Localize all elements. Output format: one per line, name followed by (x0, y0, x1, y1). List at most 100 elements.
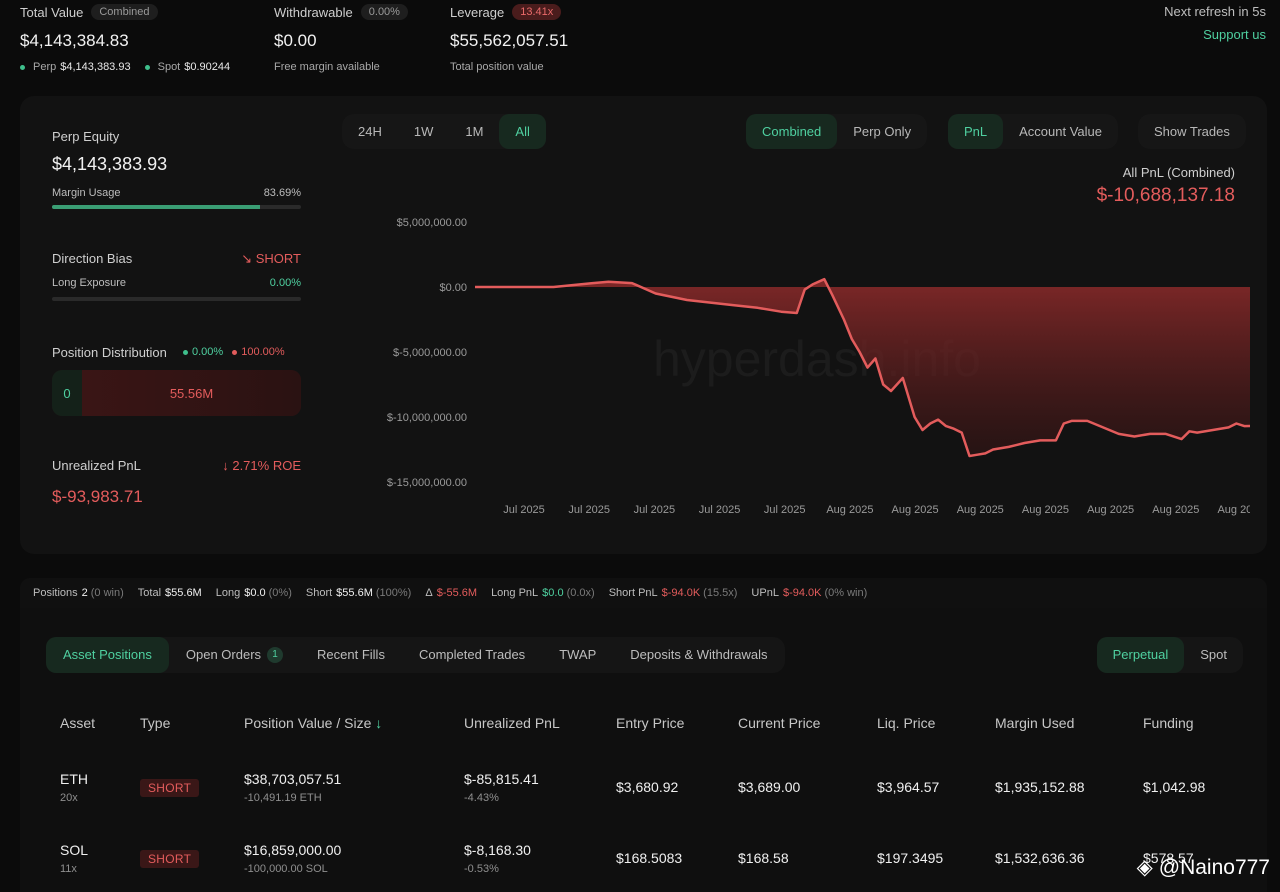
positions-area: Asset Positions Open Orders 1 Recent Fill… (20, 608, 1267, 892)
positions-tabs: Asset Positions Open Orders 1 Recent Fill… (46, 637, 785, 673)
y-tick-label: $-5,000,000.00 (393, 347, 467, 359)
row-upnl-pct: -4.43% (464, 792, 499, 804)
spot-dot-icon (144, 64, 150, 70)
row-asset: SOL (60, 842, 89, 858)
tab-open-orders[interactable]: Open Orders 1 (169, 637, 300, 673)
mode-tab-combined[interactable]: Combined (746, 114, 838, 149)
row-type-badge: SHORT (140, 850, 200, 868)
x-tick-label: Aug 2025 (892, 504, 939, 516)
metric-tab-account-value[interactable]: Account Value (1019, 124, 1103, 139)
col-current-price[interactable]: Current Price (738, 715, 821, 731)
stat-short: Short $55.6M (100%) (305, 587, 412, 599)
row-type-badge: SHORT (140, 779, 200, 797)
row-upnl: $-8,168.30 (464, 842, 531, 858)
withdrawable-sub: Free margin available (274, 61, 380, 73)
stat-upnl: UPnL $-94.0K (0% win) (751, 587, 868, 599)
stat-delta: Δ $-55.6M (425, 587, 478, 599)
row-current-price: $3,689.00 (738, 779, 801, 795)
tab-asset-positions[interactable]: Asset Positions (46, 637, 169, 673)
leverage-sub: Total position value (450, 61, 544, 73)
stat-total: Total $55.6M (137, 587, 202, 599)
unrealized-pnl-value: $-93,983.71 (52, 487, 143, 506)
top-summary: Total Value Combined $4,143,384.83 Perp $4… (0, 0, 1280, 90)
withdrawable-metric: Withdrawable 0.00% $0.00 Free margin avai… (274, 4, 408, 73)
spot-label: Spot (157, 61, 181, 73)
row-leverage: 11x (60, 863, 77, 875)
pnl-line (475, 277, 1250, 458)
spot-value: $0.90244 (184, 61, 231, 73)
long-exposure-bar (52, 297, 301, 301)
show-trades-wrap: Show Trades (1138, 114, 1246, 149)
perp-label: Perp (33, 61, 57, 73)
tab-completed-trades[interactable]: Completed Trades (418, 647, 526, 662)
x-tick-label: Aug 2025 (1087, 504, 1134, 516)
col-asset[interactable]: Asset (60, 715, 96, 731)
col-margin-used[interactable]: Margin Used (995, 715, 1075, 731)
row-entry-price: $168.5083 (616, 850, 683, 866)
stat-short-pnl: Short PnL $-94.0K (15.5x) (608, 587, 738, 599)
tab-spot[interactable]: Spot (1200, 647, 1227, 662)
tab-recent-fills[interactable]: Recent Fills (317, 647, 385, 662)
direction-bias-value: ↘ SHORT (241, 251, 301, 266)
distribution-short-value: 55.56M (82, 370, 301, 416)
leverage-value: $55,562,057.51 (450, 31, 569, 50)
x-tick-label: Aug 2025 (1217, 504, 1250, 516)
trend-down-icon: ↘ (241, 251, 253, 266)
distribution-long-value: 0 (52, 370, 82, 416)
arrow-down-icon: ↓ (222, 458, 229, 473)
x-tick-label: Jul 2025 (634, 504, 676, 516)
total-value-label: Total Value (20, 4, 84, 20)
row-entry-price: $3,680.92 (616, 779, 679, 795)
pnl-title: All PnL (Combined) (1122, 165, 1235, 180)
col-position-value[interactable]: Position Value / Size ↓ (244, 715, 383, 731)
col-unrealized-pnl[interactable]: Unrealized PnL (464, 715, 560, 731)
col-liq-price[interactable]: Liq. Price (877, 715, 936, 731)
tab-perpetual[interactable]: Perpetual (1096, 637, 1185, 673)
x-tick-label: Jul 2025 (699, 504, 741, 516)
x-tick-label: Aug 2025 (1152, 504, 1199, 516)
col-type[interactable]: Type (140, 715, 171, 731)
row-margin-used: $1,935,152.88 (995, 779, 1085, 795)
pnl-value: $-10,688,137.18 (1096, 185, 1235, 206)
pnl-area (475, 279, 1250, 456)
range-tab-1m[interactable]: 1M (465, 124, 484, 139)
distribution-percentages: 0.00% 100.00% (183, 346, 285, 358)
row-position-value: $16,859,000.00 (244, 842, 342, 858)
col-entry-price[interactable]: Entry Price (616, 715, 685, 731)
metric-tab-pnl[interactable]: PnL (948, 114, 1004, 149)
stat-long: Long $0.0 (0%) (215, 587, 292, 599)
total-value: $4,143,384.83 (20, 31, 129, 50)
y-tick-label: $-15,000,000.00 (387, 477, 467, 489)
long-exposure-label: Long Exposure (52, 277, 126, 289)
withdrawable-value: $0.00 (274, 31, 317, 50)
range-selector: 24H 1W 1M All (342, 114, 546, 149)
range-tab-all[interactable]: All (499, 114, 546, 149)
range-tab-24h[interactable]: 24H (358, 124, 382, 139)
perp-equity-label: Perp Equity (52, 129, 120, 144)
margin-usage-bar (52, 205, 301, 209)
tab-deposits-withdrawals[interactable]: Deposits & Withdrawals (630, 647, 768, 662)
x-tick-label: Aug 2025 (826, 504, 873, 516)
x-tick-label: Aug 2025 (957, 504, 1004, 516)
pnl-chart: $5,000,000.00 $0.00 $-5,000,000.00 $-10,000… (387, 217, 1250, 516)
leverage-pill: 13.41x (512, 4, 562, 20)
metric-selector: PnL Account Value (948, 114, 1119, 149)
show-trades-button[interactable]: Show Trades (1154, 124, 1230, 139)
positions-stats: Positions 2 (0 win) Total $55.6M Long $0.0 (0… (20, 578, 1267, 608)
row-asset: ETH (60, 771, 88, 787)
upnl-roe: ↓ 2.71% ROE (222, 458, 301, 473)
distribution-bar: 0 55.56M (52, 370, 301, 416)
unrealized-pnl-label: Unrealized PnL (52, 458, 141, 473)
col-funding[interactable]: Funding (1143, 715, 1194, 731)
stat-positions: Positions 2 (0 win) (33, 587, 124, 599)
tab-twap[interactable]: TWAP (559, 647, 597, 662)
support-link[interactable]: Support us (1203, 27, 1266, 42)
total-value-metric: Total Value Combined $4,143,384.83 Perp $4… (20, 4, 240, 73)
row-liq-price: $197.3495 (877, 850, 944, 866)
mode-tab-perp-only[interactable]: Perp Only (853, 124, 912, 139)
position-distribution-label: Position Distribution (52, 345, 167, 360)
range-tab-1w[interactable]: 1W (413, 124, 434, 139)
long-dot-icon (183, 350, 188, 355)
perp-equity-value: $4,143,383.93 (52, 154, 168, 174)
binance-logo-icon: ◈ (1136, 856, 1153, 879)
